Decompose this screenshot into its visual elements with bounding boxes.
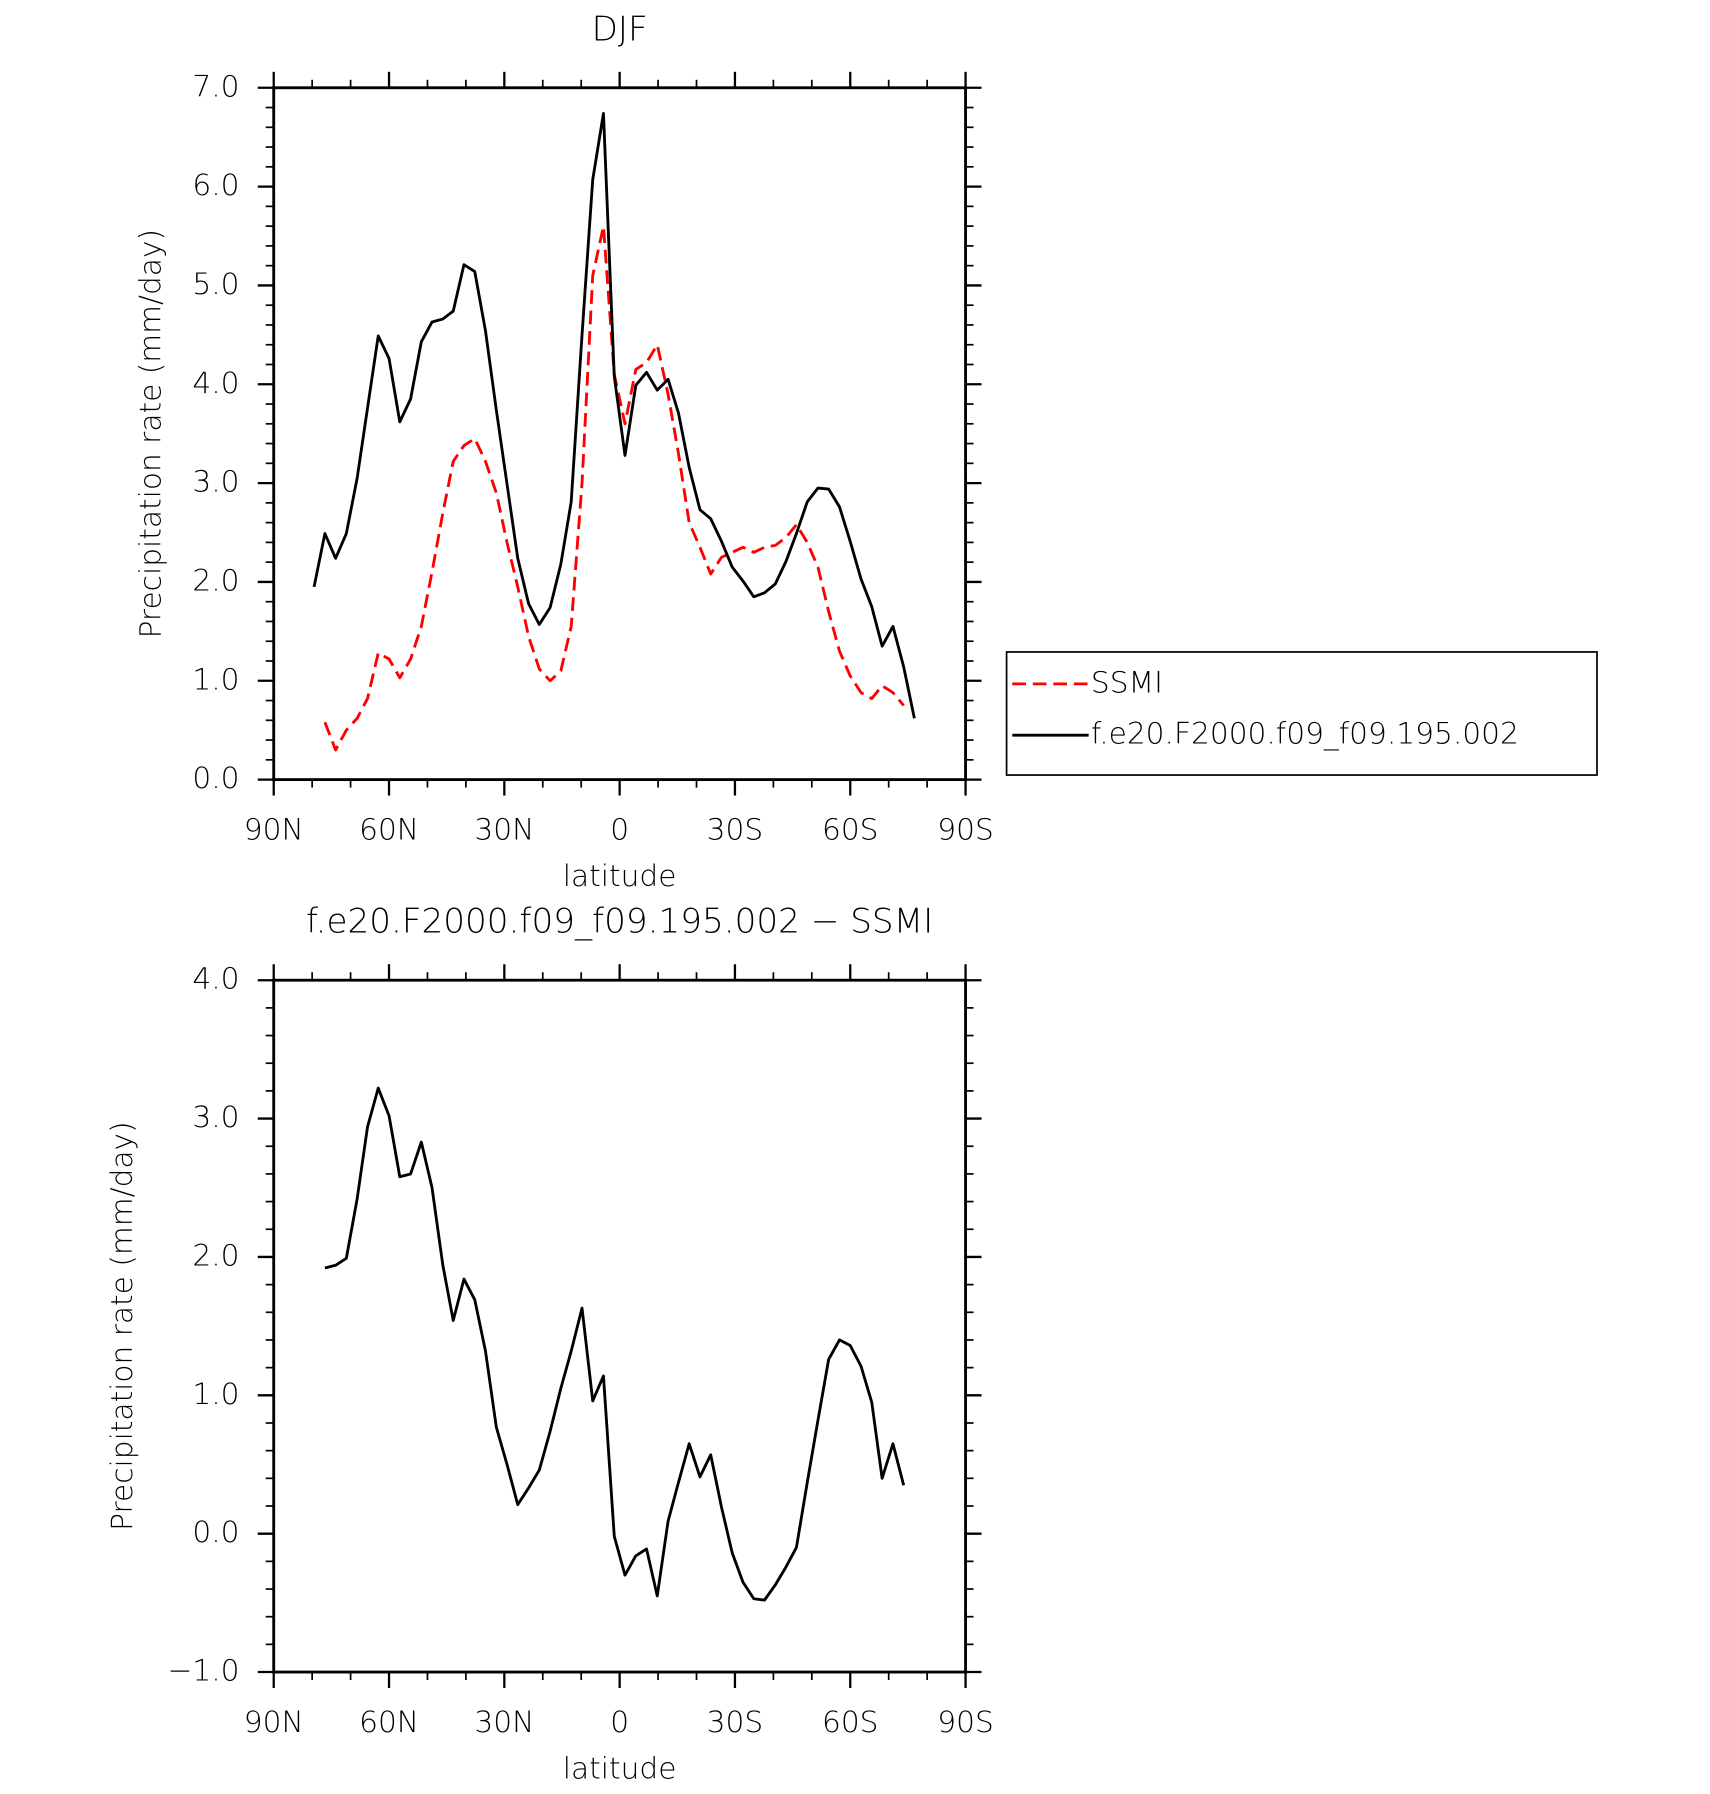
x-tick-label: 90S [937,811,994,846]
legend-label: SSMI [1091,664,1163,699]
x-tick-label: 30N [474,1704,534,1739]
y-tick-label: 3.0 [192,464,239,499]
x-tick-label: 0 [610,811,629,846]
y-tick-label: 0.0 [192,760,239,795]
x-tick-label: 60N [359,811,419,846]
y-axis-label: Precipitation rate (mm/day) [132,229,167,639]
y-tick-label: 2.0 [192,1237,239,1272]
chart-title: f.e20.F2000.f09_f09.195.002 − SSMI [306,902,933,942]
x-axis-label: latitude [563,858,677,893]
y-tick-label: 6.0 [192,167,239,202]
x-tick-label: 90S [937,1704,994,1739]
data-line [312,111,916,719]
y-tick-label: 4.0 [192,961,239,996]
y-tick-label: 3.0 [192,1099,239,1134]
y-axis-label: Precipitation rate (mm/day) [104,1121,139,1530]
data-line [324,1086,906,1602]
plot-frame [272,978,967,1674]
plot-frame [272,86,967,782]
y-tick-label: −1.0 [168,1653,240,1688]
legend-box [1005,651,1598,776]
y-tick-label: 4.0 [192,365,239,400]
y-tick-label: 1.0 [192,1376,239,1411]
x-tick-label: 90N [244,1704,304,1739]
x-tick-label: 90N [244,811,304,846]
x-tick-label: 60S [822,811,879,846]
x-tick-label: 60N [359,1704,419,1739]
x-tick-label: 0 [610,1704,629,1739]
y-tick-label: 2.0 [192,562,239,597]
y-tick-label: 7.0 [192,68,239,103]
legend-label: f.e20.F2000.f09_f09.195.002 [1091,716,1519,752]
y-tick-label: 0.0 [192,1514,239,1549]
x-tick-label: 30S [707,1704,764,1739]
x-axis-label: latitude [563,1751,677,1786]
y-tick-label: 5.0 [192,266,239,301]
y-tick-label: 1.0 [192,661,239,696]
x-tick-label: 60S [822,1704,879,1739]
x-tick-label: 30S [707,811,764,846]
chart-title: DJF [592,9,648,49]
x-tick-label: 30N [474,811,534,846]
